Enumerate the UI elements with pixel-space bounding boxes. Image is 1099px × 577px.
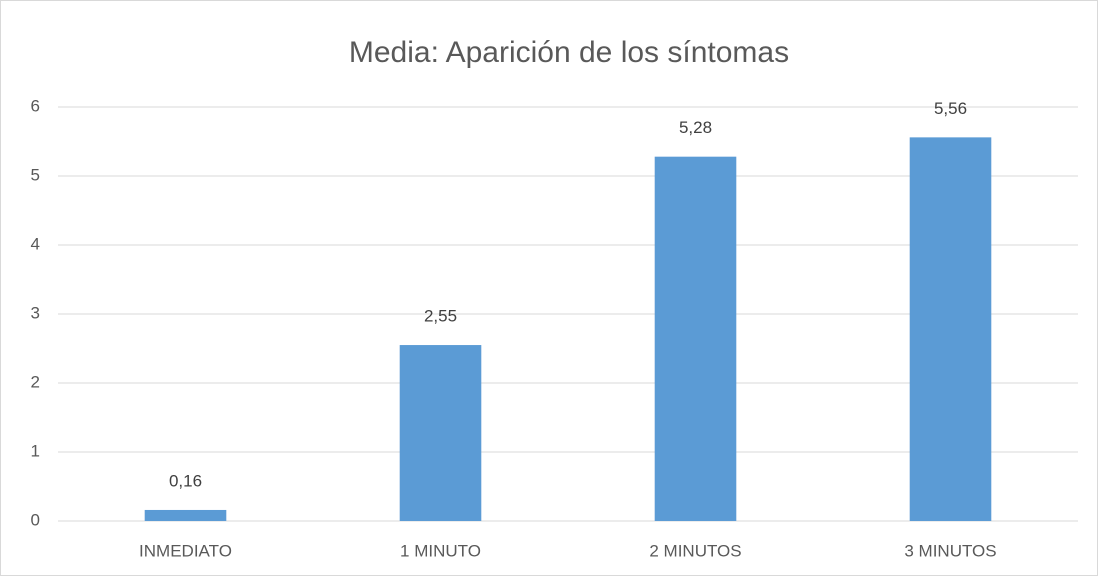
bar — [909, 137, 992, 522]
y-tick-label: 6 — [31, 96, 40, 115]
bar — [144, 509, 227, 521]
y-tick-label: 3 — [31, 303, 40, 322]
bar — [399, 345, 482, 521]
y-tick-label: 1 — [31, 441, 40, 460]
y-tick-label: 4 — [31, 234, 40, 253]
chart-title: Media: Aparición de los síntomas — [349, 36, 789, 69]
y-tick-label: 2 — [31, 372, 40, 391]
y-tick-label: 5 — [31, 165, 40, 184]
y-tick-label: 0 — [31, 510, 40, 529]
data-label: 5,56 — [934, 99, 967, 118]
x-tick-label: INMEDIATO — [139, 541, 232, 560]
x-tick-label: 1 MINUTO — [400, 541, 481, 560]
data-label: 0,16 — [169, 471, 202, 490]
x-tick-label: 2 MINUTOS — [649, 541, 741, 560]
data-label: 2,55 — [424, 307, 457, 326]
bar — [654, 156, 737, 521]
data-label: 5,28 — [679, 118, 712, 137]
x-tick-label: 3 MINUTOS — [904, 541, 996, 560]
